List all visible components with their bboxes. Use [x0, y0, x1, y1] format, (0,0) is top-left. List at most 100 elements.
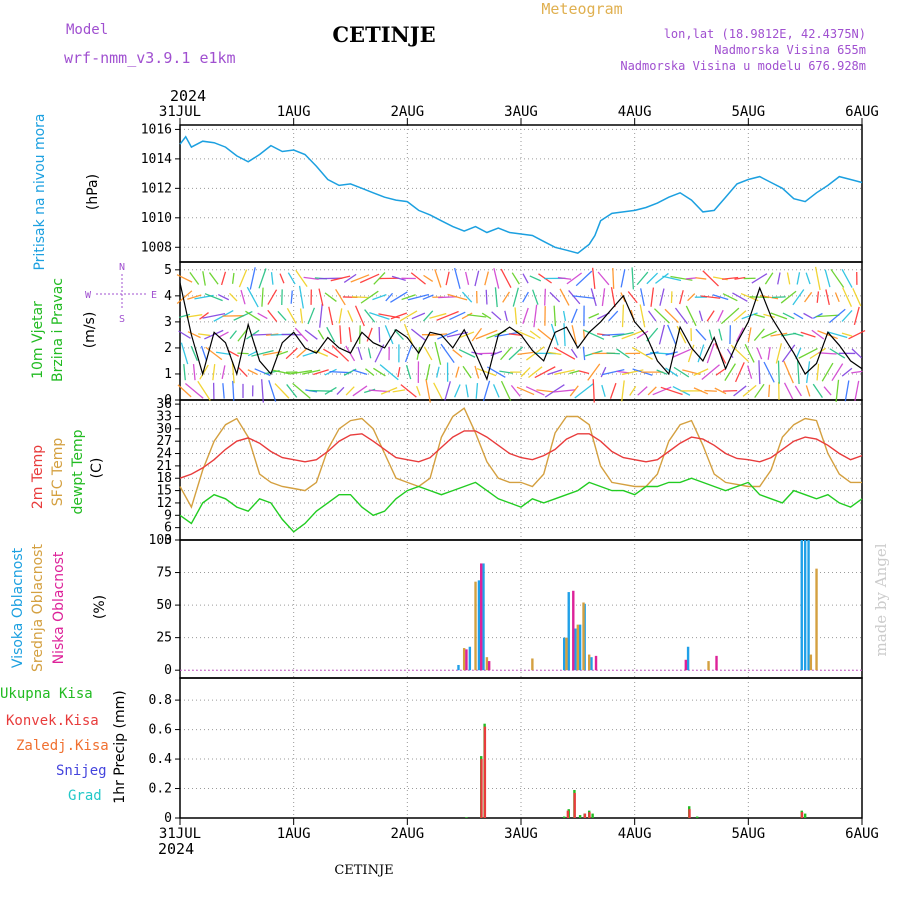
wind-direction-arrow — [795, 347, 802, 360]
wind-direction-arrow — [180, 342, 189, 365]
wind-direction-arrow — [764, 272, 774, 285]
wind-direction-arrow — [706, 343, 715, 364]
wind-direction-arrow — [834, 292, 840, 303]
wind-direction-arrow — [217, 293, 230, 301]
wind-direction-arrow — [329, 370, 352, 374]
wind-direction-arrow — [485, 289, 488, 305]
wind-direction-arrow — [647, 386, 657, 396]
wind-direction-arrow — [367, 348, 372, 359]
xtick-label-bottom: 4AUG — [618, 826, 652, 842]
wind-direction-arrow — [758, 360, 761, 385]
wind-direction-arrow — [452, 349, 463, 358]
wind-direction-arrow — [712, 294, 729, 301]
cloud-bar — [578, 624, 582, 671]
wind-direction-arrow — [481, 312, 492, 320]
temp-unit: (C) — [89, 458, 105, 479]
pressure-ytick-label: 1014 — [141, 152, 172, 167]
wind-direction-arrow — [254, 368, 271, 377]
wind-direction-arrow — [534, 366, 556, 379]
wind-direction-arrow — [549, 291, 561, 303]
wind-direction-arrow — [636, 271, 649, 286]
wind-direction-arrow — [571, 325, 578, 345]
wind-direction-arrow — [848, 329, 866, 340]
precip-bar — [480, 759, 483, 818]
model-label: Model — [66, 22, 108, 38]
wind-direction-arrow — [220, 271, 227, 286]
wind-direction-arrow — [251, 350, 274, 357]
wind-direction-arrow — [783, 360, 794, 384]
wind-direction-arrow — [671, 348, 691, 359]
wind-direction-arrow — [701, 295, 721, 299]
wind-direction-arrow — [636, 330, 649, 339]
wind-direction-arrow — [702, 270, 719, 287]
wind-direction-arrow — [458, 348, 476, 358]
clouds-ytick-label: 50 — [156, 598, 172, 613]
wind-direction-arrow — [656, 369, 668, 375]
precip-ytick-label: 0.8 — [149, 693, 172, 708]
cloud-unit: (%) — [92, 595, 108, 619]
wind-direction-arrow — [274, 383, 290, 399]
wind-direction-arrow — [508, 346, 524, 361]
wind-direction-arrow — [270, 272, 274, 285]
wind-direction-arrow — [735, 327, 744, 342]
wind-direction-arrow — [732, 292, 748, 302]
wind-direction-arrow — [302, 369, 321, 375]
wind-direction-arrow — [805, 272, 811, 285]
wind-direction-arrow — [247, 350, 258, 357]
wind-direction-arrow — [510, 384, 521, 397]
wind-direction-arrow — [404, 344, 413, 363]
wind-direction-arrow — [390, 312, 408, 320]
wind-direction-arrow — [464, 271, 470, 285]
wind-direction-arrow — [575, 270, 593, 287]
wind-direction-arrow — [357, 346, 363, 361]
wind-direction-arrow — [708, 329, 713, 340]
cloud-bar — [474, 581, 477, 671]
wind-direction-arrow — [793, 312, 804, 320]
wind-direction-arrow — [754, 383, 765, 398]
cloud-bar — [815, 568, 818, 671]
product-title: Meteogram — [541, 0, 622, 18]
wind-direction-arrow — [742, 384, 757, 397]
wind-direction-arrow — [222, 383, 225, 399]
wind-direction-arrow — [405, 364, 412, 380]
wind-direction-arrow — [557, 276, 572, 280]
wind-direction-arrow — [246, 286, 259, 308]
temp-ylabel-3: dewpt Temp — [70, 429, 86, 514]
wind-direction-arrow — [612, 267, 615, 289]
pressure-ytick-label: 1008 — [141, 240, 172, 255]
wind-direction-arrow — [529, 330, 541, 339]
precip-bar — [803, 813, 807, 818]
pressure-ylabel: Pritisak na nivou mora — [32, 113, 48, 270]
wind-direction-arrow — [187, 294, 202, 300]
wind-direction-arrow — [176, 290, 193, 304]
wind-direction-arrow — [609, 382, 617, 399]
wind-direction-arrow — [189, 271, 200, 285]
wind-direction-arrow — [706, 310, 715, 322]
cloud-bar — [684, 659, 688, 671]
wind-direction-arrow — [434, 341, 442, 365]
wind-direction-arrow — [796, 272, 801, 285]
wind-ytick-label: 3 — [164, 315, 172, 330]
wind-direction-arrow — [343, 273, 357, 283]
wind-direction-arrow — [179, 313, 191, 319]
wind-direction-arrow — [187, 331, 201, 339]
wind-direction-arrow — [502, 291, 510, 303]
wind-direction-arrow — [828, 308, 846, 324]
wind-direction-arrow — [202, 312, 226, 319]
wind-direction-arrow — [204, 293, 223, 302]
wind-direction-arrow — [522, 273, 529, 284]
legend-snow: Snijeg — [56, 763, 107, 779]
wind-direction-arrow — [474, 270, 480, 287]
wind-direction-arrow — [818, 352, 837, 355]
cloud-bar — [487, 661, 491, 671]
wind-direction-arrow — [391, 275, 406, 282]
dewpt-line — [179, 477, 863, 533]
wind-direction-arrow — [279, 273, 285, 284]
wind-direction-arrow — [724, 363, 736, 381]
wind-direction-arrow — [602, 369, 625, 376]
wind-direction-arrow — [823, 386, 832, 396]
wind-direction-arrow — [380, 387, 398, 395]
model-elevation-text: Nadmorska Visina u modelu 676.928m — [620, 59, 866, 73]
wind-direction-arrow — [416, 385, 421, 396]
wind-direction-arrow — [238, 367, 248, 378]
